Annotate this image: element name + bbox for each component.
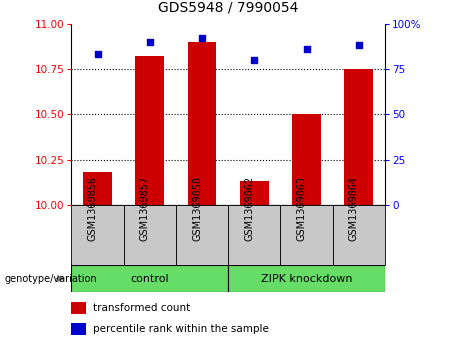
Text: percentile rank within the sample: percentile rank within the sample	[94, 324, 269, 334]
Bar	[188, 42, 217, 205]
Text: GSM1369858: GSM1369858	[192, 176, 202, 241]
Bar	[83, 172, 112, 205]
Point	[355, 42, 362, 48]
Text: GDS5948 / 7990054: GDS5948 / 7990054	[158, 0, 298, 15]
Bar	[228, 265, 385, 292]
Bar	[71, 323, 86, 335]
Point	[198, 35, 206, 41]
Text: GSM1369862: GSM1369862	[244, 176, 254, 241]
Bar	[71, 302, 86, 314]
Text: GSM1369857: GSM1369857	[140, 175, 150, 241]
Bar	[280, 205, 333, 265]
Text: GSM1369864: GSM1369864	[349, 176, 359, 241]
Point	[94, 52, 101, 57]
Bar	[176, 205, 228, 265]
Text: control: control	[130, 274, 169, 284]
Bar	[333, 205, 385, 265]
Text: genotype/variation: genotype/variation	[5, 274, 97, 284]
Point	[251, 57, 258, 63]
Bar	[240, 182, 269, 205]
Bar	[136, 56, 164, 205]
Point	[146, 39, 154, 45]
Bar	[71, 205, 124, 265]
Text: GSM1369856: GSM1369856	[88, 176, 98, 241]
Text: GSM1369863: GSM1369863	[296, 176, 307, 241]
Bar	[292, 114, 321, 205]
Text: ZIPK knockdown: ZIPK knockdown	[261, 274, 352, 284]
Text: transformed count: transformed count	[94, 303, 191, 313]
Bar	[71, 265, 228, 292]
Bar	[344, 69, 373, 205]
Point	[303, 46, 310, 52]
Bar	[124, 205, 176, 265]
Bar	[228, 205, 280, 265]
